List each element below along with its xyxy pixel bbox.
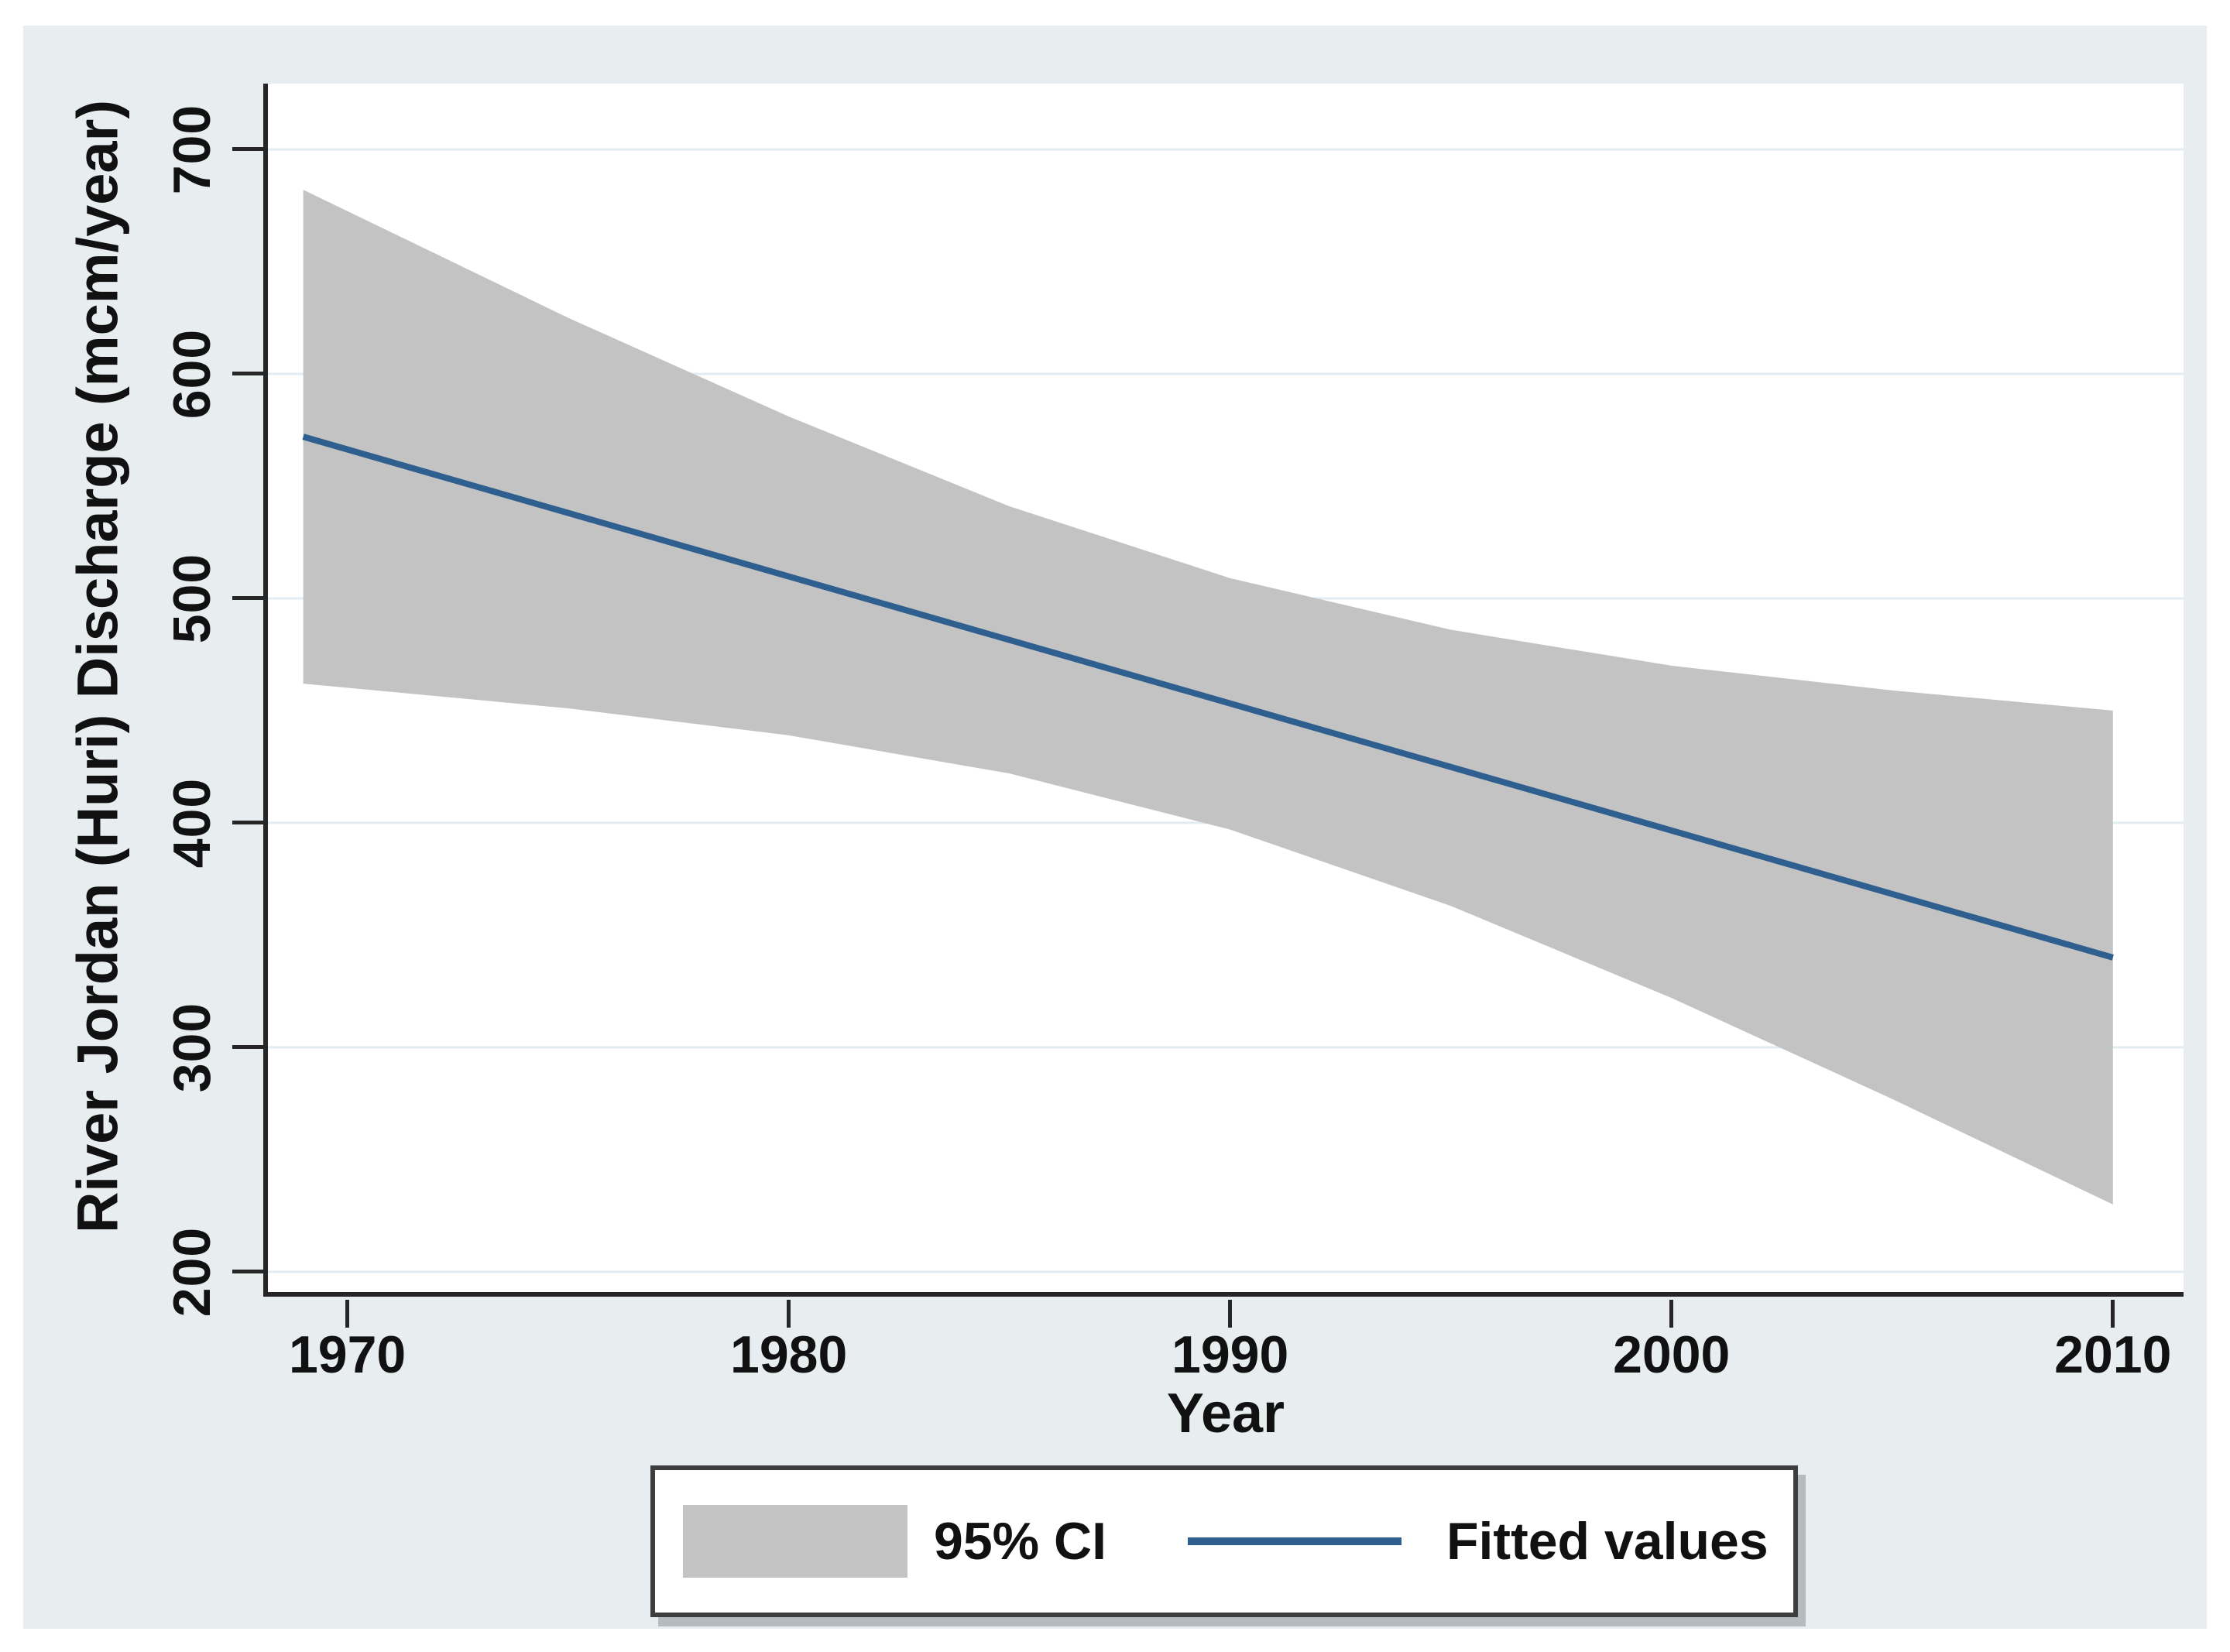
- y-tick-label-300: 300: [163, 1002, 221, 1093]
- y-tick-700: [232, 147, 263, 152]
- y-axis-title: River Jordan (Huri) Discharge (mcm/year): [65, 99, 130, 1234]
- x-tick-label-1980: 1980: [730, 1325, 848, 1384]
- x-tick-1970: [345, 1300, 350, 1328]
- y-tick-600: [232, 372, 263, 376]
- plot-area: [263, 84, 2184, 1297]
- x-tick-1990: [1228, 1300, 1233, 1328]
- x-tick-label-1990: 1990: [1172, 1325, 1289, 1384]
- x-tick-label-2010: 2010: [2054, 1325, 2172, 1384]
- x-tick-2000: [1669, 1300, 1674, 1328]
- legend: 95% CI Fitted values: [650, 1465, 1798, 1617]
- fitted-line: [302, 434, 2114, 961]
- legend-label-ci: 95% CI: [934, 1512, 1106, 1571]
- fitted-line-swatch: [1188, 1537, 1401, 1545]
- y-tick-300: [232, 1045, 263, 1050]
- x-axis-title: Year: [1166, 1383, 1285, 1445]
- y-tick-label-500: 500: [163, 553, 221, 644]
- ci-band-swatch: [683, 1505, 907, 1578]
- y-tick-500: [232, 596, 263, 601]
- y-tick-label-200: 200: [163, 1226, 221, 1318]
- graph-panel: River Jordan (Huri) Discharge (mcm/year)…: [23, 26, 2207, 1629]
- y-tick-200: [232, 1270, 263, 1274]
- y-tick-label-600: 600: [163, 328, 221, 420]
- x-tick-label-2000: 2000: [1613, 1325, 1731, 1384]
- x-tick-2010: [2111, 1300, 2115, 1328]
- y-tick-label-400: 400: [163, 777, 221, 869]
- y-tick-400: [232, 821, 263, 825]
- legend-label-fitted: Fitted values: [1446, 1512, 1769, 1571]
- x-tick-1980: [787, 1300, 791, 1328]
- x-tick-label-1970: 1970: [288, 1325, 407, 1384]
- plot-canvas: [268, 148, 2184, 1273]
- y-tick-label-700: 700: [163, 104, 221, 195]
